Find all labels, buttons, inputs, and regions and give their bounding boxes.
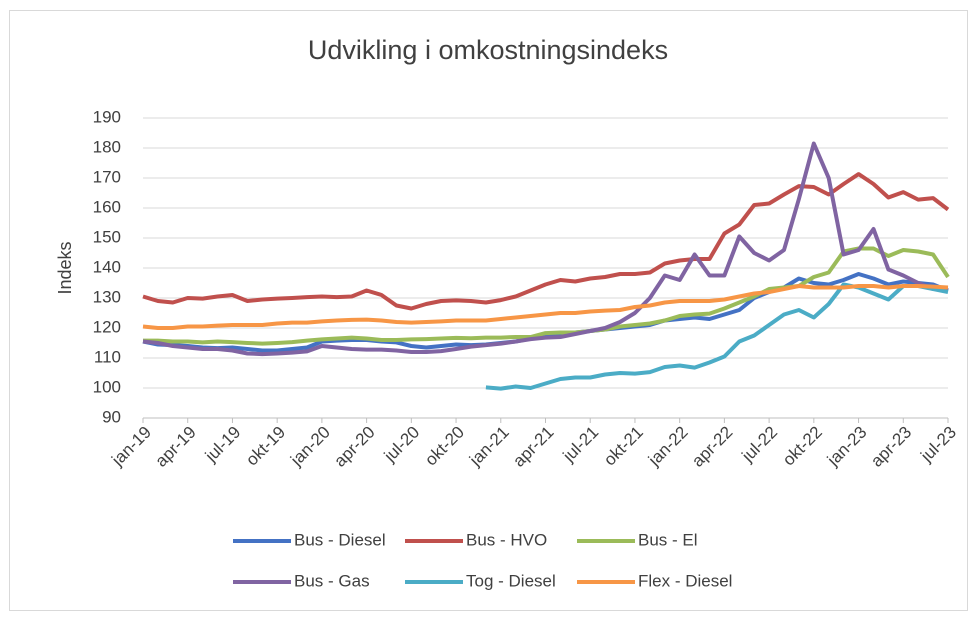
- y-tick-label: 160: [93, 197, 121, 216]
- legend-label: Bus - El: [638, 530, 698, 549]
- series-line: [142, 284, 949, 330]
- legend-label: Bus - HVO: [466, 530, 547, 549]
- chart-border: [9, 10, 968, 611]
- y-axis-label: Indeks: [55, 241, 75, 294]
- y-tick-label: 190: [93, 107, 121, 126]
- y-tick-label: 110: [94, 347, 121, 366]
- y-tick-label: 170: [93, 167, 121, 186]
- series-line: [143, 246, 950, 346]
- y-tick-label: 130: [93, 287, 121, 306]
- chart-title: Udvikling i omkostningsindeks: [308, 35, 668, 65]
- legend-label: Bus - Gas: [294, 571, 370, 590]
- y-tick-label: 120: [93, 317, 121, 336]
- y-tick-label: 180: [93, 137, 121, 156]
- series-line: [485, 282, 949, 391]
- y-tick-label: 140: [93, 257, 121, 276]
- legend-label: Bus - Diesel: [294, 530, 386, 549]
- legend-label: Flex - Diesel: [638, 571, 732, 590]
- series-line: [142, 141, 949, 357]
- series-line: [142, 172, 950, 311]
- legend-label: Tog - Diesel: [466, 571, 556, 590]
- y-tick-label: 100: [93, 377, 121, 396]
- y-tick-label: 90: [102, 407, 121, 426]
- y-tick-label: 150: [93, 227, 121, 246]
